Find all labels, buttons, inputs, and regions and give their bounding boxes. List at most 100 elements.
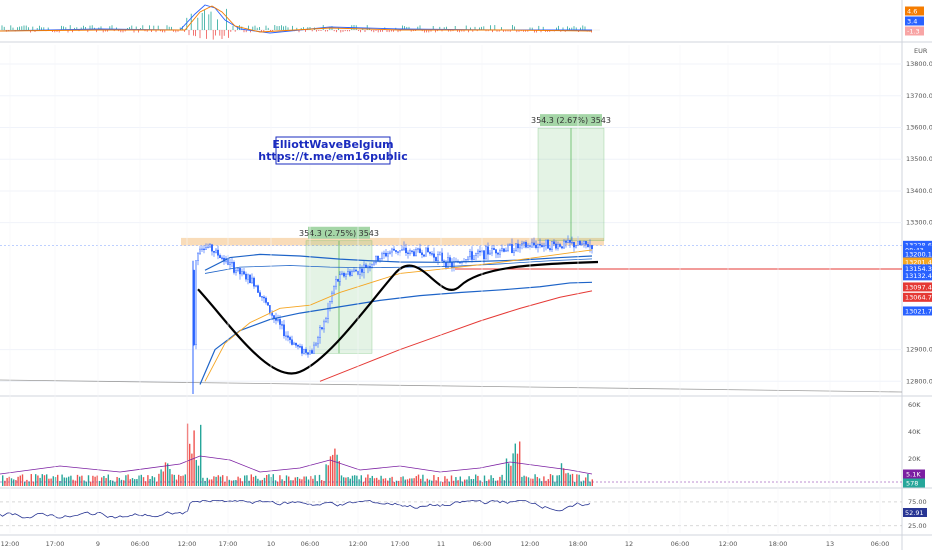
price-tag-label: 13154.3 [905,265,932,273]
volume-bar [219,476,222,486]
candle-body [371,263,373,268]
candle-body [345,273,347,277]
volume-bar [94,476,96,486]
candle-body [579,241,581,245]
candle-body [301,346,303,354]
candle-body [397,251,399,253]
volume-bar [488,479,490,486]
volume-bar [272,474,274,486]
candle-body [233,262,235,273]
time-tick-label: 17:00 [219,540,238,548]
volume-bar [310,476,312,486]
volume-bar [208,479,211,486]
volume-bar [244,475,246,486]
candle-body [219,255,221,259]
volume-bar [547,479,549,486]
price-tick-label: 13700.0 [906,92,932,100]
candle-body [247,274,249,280]
candle-body [491,248,493,254]
time-tick-label: 13 [826,540,834,548]
candle-body [293,342,295,345]
volume-bar [83,480,85,486]
volume-bar [336,454,338,486]
macd-pane: 4.6 3.4 -1.3 [0,4,924,40]
volume-bar [468,476,470,486]
time-tick-label: 17:00 [391,540,410,548]
measure-label-bg [540,114,602,127]
candle-body [489,252,491,255]
candle-body [571,241,573,244]
price-tick-label: 13500.0 [906,155,932,163]
volume-bar [466,479,468,486]
candle-body [385,252,387,257]
volume-bar [367,474,369,486]
volume-bar [402,476,404,486]
candle-body [417,248,419,250]
candle-body [439,252,441,255]
volume-bar [35,474,37,486]
volume-bar [455,477,457,486]
volume-bar [318,474,321,486]
volume-bar [112,480,114,486]
volume-bar [510,465,512,486]
candle-body [241,271,243,275]
volume-bar [259,480,261,486]
volume-bar [171,474,173,486]
volume-bar [373,478,376,486]
candle-body [483,250,485,260]
volume-bar [417,474,420,486]
volume-bar [10,478,13,486]
volume-bar [140,474,142,486]
volume-bar [147,475,149,486]
candle-body [527,245,529,248]
volume-bar [536,476,538,486]
price-tick-label: 13300.0 [906,219,932,227]
volume-bar [184,474,186,486]
volume-bar [294,477,296,486]
candle-body [255,285,257,287]
volume-bar [387,480,389,486]
volume-bar [532,478,534,486]
volume-bar [483,475,486,486]
volume-bar [503,480,505,486]
candle-body [403,247,405,250]
volume-bar [358,479,360,486]
price-pane: 354.3 (2.75%) 3543 354.3 (2.67%) 3543 1380… [0,60,932,394]
volume-bar [173,474,175,486]
candle-body [465,259,467,262]
ema-orange [204,249,593,382]
volume-bar [554,481,556,486]
volume-bar [32,481,35,486]
volume-bar [118,477,120,486]
price-tick-label: 13600.0 [906,123,932,131]
volume-bar [541,481,543,486]
candle-body [467,256,469,260]
volume-bar [420,478,422,486]
volume-bar [182,475,184,486]
candle-body [337,279,339,282]
candle-body [525,242,527,248]
candle-body [267,302,269,306]
volume-bar [514,443,516,486]
time-tick-label: 06:00 [871,540,890,548]
time-tick-label: 12:00 [521,540,540,548]
volume-bar [28,481,30,486]
volume-bar [371,475,373,486]
price-tick-label: 12800.0 [906,377,932,385]
candle-body [391,248,393,253]
candle-body [523,242,525,244]
candle-body [343,272,345,277]
volume-bar [338,460,340,486]
candle-body [591,245,593,250]
volume-bar [149,478,151,486]
candle-body [401,249,403,251]
rsi-pane: 75.00 25.00 52.91 [0,498,927,530]
volume-bar [305,476,307,486]
volume-bar [68,476,70,486]
volume-bar [450,475,453,486]
volume-bar [516,453,519,486]
volume-bar [360,475,362,486]
rsi-tick-label: 25.00 [908,522,927,530]
volume-bar [46,474,48,486]
volume-bar [354,475,356,486]
